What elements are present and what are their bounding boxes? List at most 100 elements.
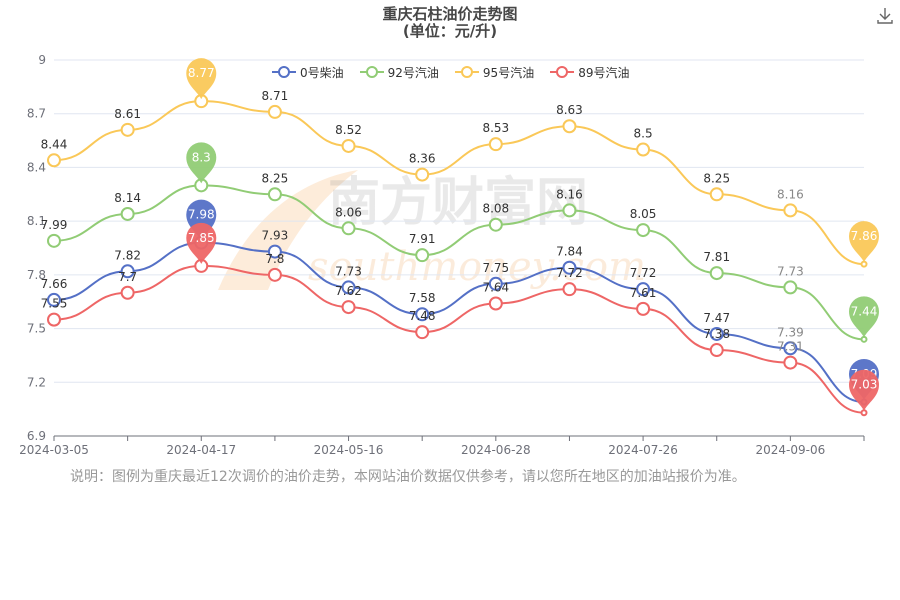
data-point — [488, 276, 503, 291]
download-icon-glyph — [877, 8, 893, 24]
data-point — [415, 248, 430, 263]
x-tick-label: 2024-06-28 — [461, 443, 531, 457]
data-point — [267, 187, 282, 202]
data-label: 7.7 — [118, 270, 137, 284]
data-point — [47, 233, 61, 248]
min-pin-label: 7.03 — [851, 378, 878, 392]
y-tick-label: 9 — [38, 53, 46, 67]
legend-marker — [272, 66, 296, 78]
y-tick-label: 7.5 — [27, 322, 46, 336]
max-pin — [186, 222, 217, 264]
data-point — [415, 325, 430, 340]
legend-label: 95号汽油 — [482, 65, 535, 80]
series-line — [53, 100, 865, 266]
data-point — [709, 266, 724, 281]
data-label: 7.39 — [777, 325, 804, 339]
data-point — [709, 326, 724, 341]
data-label: 8.25 — [703, 171, 730, 185]
min-pin-label: 7.86 — [851, 229, 878, 243]
chart-legend: 0号柴油 92号汽油 95号汽油 89号汽油 — [272, 62, 629, 82]
max-pin-label: 7.85 — [188, 231, 215, 245]
data-label: 7.91 — [409, 232, 436, 246]
legend-item[interactable]: 89号汽油 — [550, 62, 629, 82]
min-pin-label: 7.44 — [851, 304, 878, 318]
watermark-cn: 南方财富网 — [328, 173, 588, 233]
data-label: 7.64 — [482, 281, 509, 295]
legend-label: 0号柴油 — [300, 65, 344, 80]
x-tick-label: 2024-07-26 — [608, 443, 678, 457]
data-point — [488, 296, 503, 311]
legend-label: 89号汽油 — [578, 65, 630, 80]
watermark: 南方财富网 southmoney.com — [218, 170, 646, 290]
data-label: 7.8 — [265, 252, 284, 266]
legend-item[interactable]: 92号汽油 — [359, 62, 439, 82]
data-point — [783, 341, 798, 356]
data-point — [120, 122, 135, 137]
data-label: 7.66 — [41, 277, 68, 291]
data-label: 8.52 — [335, 123, 362, 137]
max-pin-label: 7.98 — [188, 208, 215, 222]
max-pin-label: 8.3 — [192, 150, 211, 164]
data-label: 7.99 — [41, 218, 68, 232]
data-label: 8.61 — [114, 107, 141, 121]
legend-marker — [454, 66, 479, 78]
data-label: 7.73 — [777, 264, 804, 278]
data-label: 7.84 — [556, 245, 583, 259]
data-label: 7.72 — [556, 266, 583, 280]
data-label: 7.75 — [482, 261, 509, 275]
y-tick-label: 7.8 — [27, 268, 46, 282]
data-label: 8.71 — [262, 89, 289, 103]
data-label: 7.81 — [703, 250, 730, 264]
data-label: 7.62 — [335, 284, 362, 298]
data-label: 8.08 — [482, 202, 509, 216]
series-line — [53, 184, 865, 341]
data-point — [415, 167, 430, 182]
legend-item[interactable]: 95号汽油 — [454, 62, 535, 82]
max-pin — [186, 142, 217, 184]
data-label: 8.14 — [114, 191, 141, 205]
max-pin-label: 8.77 — [188, 66, 215, 80]
download-icon[interactable] — [874, 5, 896, 27]
min-pin — [849, 221, 879, 263]
data-label: 7.55 — [41, 297, 68, 311]
data-point — [783, 280, 798, 295]
data-label: 8.05 — [630, 207, 657, 221]
legend-marker — [359, 66, 384, 78]
data-point — [709, 187, 724, 202]
data-label: 8.16 — [777, 187, 804, 201]
data-label: 7.58 — [409, 291, 436, 305]
data-label: 7.82 — [114, 248, 141, 262]
data-point — [709, 343, 724, 358]
data-point — [636, 282, 651, 297]
data-label: 8.36 — [409, 152, 436, 166]
data-point — [783, 355, 798, 370]
data-point — [341, 221, 356, 236]
y-tick-label: 6.9 — [27, 429, 46, 443]
legend-item[interactable]: 0号柴油 — [272, 62, 344, 82]
watermark-en: southmoney.com — [308, 244, 646, 290]
data-point — [120, 206, 135, 221]
data-label: 7.31 — [777, 340, 804, 354]
y-tick-label: 8.4 — [27, 160, 46, 174]
max-pin — [186, 58, 217, 100]
y-tick-label: 8.1 — [27, 214, 46, 228]
data-point — [636, 223, 651, 238]
data-point — [562, 282, 577, 297]
legend-label: 92号汽油 — [387, 65, 439, 80]
data-point — [488, 217, 503, 232]
series-line — [53, 241, 865, 403]
min-pin — [849, 369, 879, 411]
data-label: 8.25 — [262, 171, 289, 185]
data-label: 7.72 — [630, 266, 657, 280]
data-point — [488, 137, 503, 152]
series-3: 7.557.77.87.627.487.647.727.617.387.317.… — [41, 222, 879, 417]
data-label: 8.53 — [482, 121, 509, 135]
series-0: 7.66 7.82 7.93 7.73 7.58 7.75 7.84 7.72 7.47 7.39… — [41, 199, 879, 406]
data-label: 7.47 — [703, 311, 730, 325]
data-point — [47, 292, 61, 307]
data-point — [267, 244, 282, 259]
series-2: 8.44 8.61 8.71 8.52 8.36 8.53 8.63 8.5 8.25 8.16 8… — [41, 58, 879, 268]
series-line — [53, 264, 865, 414]
x-tick-label: 2024-09-06 — [755, 443, 825, 457]
